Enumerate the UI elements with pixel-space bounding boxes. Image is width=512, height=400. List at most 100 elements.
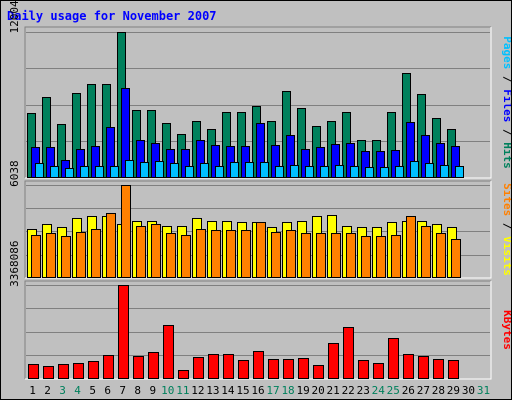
- bar-sites-day-17: [271, 232, 281, 278]
- day-label-24: 24: [372, 384, 386, 397]
- bar-sites-day-1: [31, 235, 41, 278]
- day-label-26: 26: [402, 384, 415, 397]
- panel-edge-shadow: [24, 180, 491, 278]
- bar-pages-day-11: [185, 166, 194, 178]
- day-label-12: 12: [191, 384, 204, 397]
- bar-kbytes-day-3: [58, 364, 69, 379]
- bar-sites-day-11: [181, 235, 191, 278]
- chart-panels: 120045 Pages / Files / Hits 6038 Sites / Vi…: [8, 1, 511, 380]
- bar-pages-day-10: [170, 163, 179, 178]
- max-value-label: 6038: [8, 160, 21, 187]
- bar-pages-day-9: [155, 161, 164, 178]
- bar-sites-day-2: [46, 233, 56, 278]
- bar-pages-day-2: [50, 166, 59, 178]
- bar-kbytes-day-10: [163, 325, 174, 379]
- bar-kbytes-day-21: [328, 343, 339, 379]
- bar-pages-day-29: [455, 166, 464, 178]
- bar-sites-day-8: [136, 226, 146, 278]
- day-label-7: 7: [119, 384, 126, 397]
- day-label-2: 2: [44, 384, 51, 397]
- day-label-18: 18: [281, 384, 294, 397]
- bar-pages-day-17: [275, 166, 284, 178]
- day-label-19: 19: [296, 384, 309, 397]
- bar-kbytes-day-26: [403, 354, 414, 379]
- day-label-11: 11: [176, 384, 189, 397]
- bar-pages-day-19: [305, 166, 314, 178]
- bar-pages-day-13: [215, 166, 224, 178]
- bar-sites-day-18: [286, 230, 296, 278]
- bar-pages-day-4: [80, 166, 89, 178]
- bar-kbytes-day-8: [133, 356, 144, 379]
- bar-sites-day-22: [346, 233, 356, 278]
- max-value-label: 3368086: [8, 241, 21, 287]
- day-label-1: 1: [29, 384, 36, 397]
- bar-sites-day-16: [256, 222, 266, 278]
- bar-pages-day-8: [140, 162, 149, 178]
- day-label-20: 20: [312, 384, 325, 397]
- bar-pages-day-24: [380, 167, 389, 178]
- bar-kbytes-day-6: [103, 355, 114, 379]
- bar-pages-day-15: [245, 162, 254, 178]
- bar-kbytes-day-28: [433, 359, 444, 379]
- legend-separator: /: [501, 122, 511, 142]
- chart-title: Daily usage for November 2007: [7, 9, 217, 23]
- bar-kbytes-day-1: [28, 364, 39, 379]
- bar-pages-day-22: [350, 166, 359, 178]
- bar-sites-day-4: [76, 232, 86, 278]
- bar-kbytes-day-9: [148, 352, 159, 379]
- bar-pages-day-20: [320, 166, 329, 178]
- bar-pages-day-21: [335, 165, 344, 178]
- day-label-13: 13: [206, 384, 219, 397]
- bar-pages-day-3: [65, 168, 74, 178]
- bar-sites-day-24: [376, 236, 386, 278]
- bar-kbytes-day-4: [73, 363, 84, 379]
- day-label-31: 31: [477, 384, 490, 397]
- bar-sites-day-26: [406, 216, 416, 278]
- bar-kbytes-day-29: [448, 360, 459, 379]
- day-label-4: 4: [74, 384, 81, 397]
- series-legend-visits-sites: Sites / Visits: [501, 183, 511, 276]
- legend-hits: Hits: [501, 142, 511, 169]
- bar-kbytes-day-19: [298, 358, 309, 379]
- bar-sites-day-25: [391, 235, 401, 278]
- day-label-10: 10: [161, 384, 174, 397]
- panel-edge-shadow: [24, 280, 491, 379]
- bar-sites-day-27: [421, 226, 431, 278]
- bar-pages-day-16: [260, 162, 269, 178]
- series-legend-kbytes: KBytes: [501, 310, 511, 350]
- bar-kbytes-day-12: [193, 357, 204, 379]
- bar-sites-day-20: [316, 233, 326, 278]
- bar-sites-day-29: [451, 239, 461, 278]
- day-label-23: 23: [357, 384, 370, 397]
- legend-visits: Visits: [501, 236, 511, 276]
- day-label-21: 21: [327, 384, 340, 397]
- bar-pages-day-14: [230, 162, 239, 178]
- day-label-17: 17: [266, 384, 279, 397]
- day-label-25: 25: [387, 384, 400, 397]
- day-label-30: 30: [462, 384, 475, 397]
- day-label-14: 14: [221, 384, 235, 397]
- bar-pages-day-27: [425, 163, 434, 178]
- bar-kbytes-day-22: [343, 327, 354, 379]
- bar-sites-day-5: [91, 229, 101, 278]
- max-value-label: 120045: [8, 1, 21, 34]
- day-label-3: 3: [59, 384, 66, 397]
- bar-pages-day-28: [440, 165, 449, 178]
- day-label-22: 22: [342, 384, 355, 397]
- bar-kbytes-day-17: [268, 359, 279, 379]
- bar-sites-day-21: [331, 233, 341, 278]
- bar-kbytes-day-16: [253, 351, 264, 379]
- bar-sites-day-14: [226, 230, 236, 278]
- panel-visits-sites: 6038 Sites / Visits: [8, 160, 511, 279]
- day-label-16: 16: [251, 384, 264, 397]
- series-legend-hits-files-pages: Pages / Files / Hits: [501, 36, 511, 169]
- bar-kbytes-day-24: [373, 363, 384, 379]
- panel-edge-shadow: [24, 26, 491, 178]
- day-label-28: 28: [432, 384, 445, 397]
- bar-pages-day-6: [110, 166, 119, 178]
- bar-kbytes-day-7: [118, 285, 129, 379]
- legend-pages: Pages: [501, 36, 511, 69]
- legend-sites: Sites: [501, 183, 511, 216]
- bar-kbytes-day-23: [358, 360, 369, 379]
- legend-files: Files: [501, 89, 511, 122]
